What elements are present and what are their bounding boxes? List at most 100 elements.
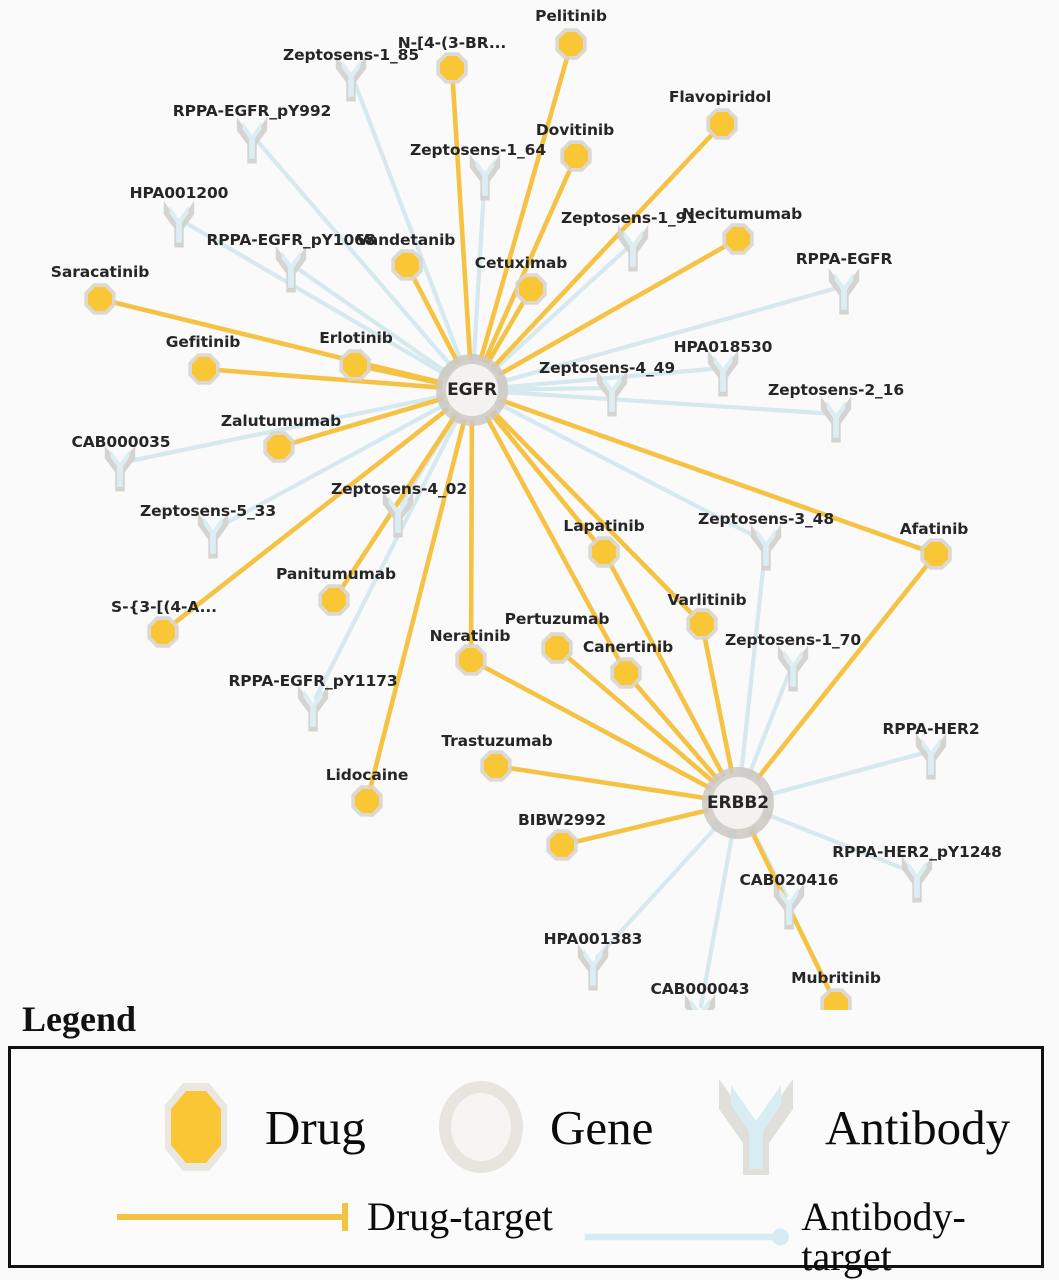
drug-node[interactable]: [920, 538, 952, 570]
antibody-target-edge: [594, 824, 719, 960]
drug-target-edge: [216, 367, 443, 390]
drug-node[interactable]: [686, 608, 718, 640]
antibody-icon: [719, 1079, 793, 1175]
drug-node[interactable]: [339, 349, 371, 381]
drug-target-edge: [496, 243, 728, 378]
antibody-target-edge: [253, 137, 454, 368]
drug-target-edge: [499, 397, 925, 552]
drug-node[interactable]: [84, 283, 116, 315]
antibody-node[interactable]: [163, 200, 195, 248]
antibody-target-edge: [123, 394, 443, 464]
legend-label-antibody: Antibody: [825, 1099, 1011, 1155]
antibody-node[interactable]: [104, 444, 136, 492]
drug-node[interactable]: [722, 223, 754, 255]
gene-node[interactable]: [702, 767, 774, 839]
drug-node[interactable]: [436, 52, 468, 84]
legend-title: Legend: [22, 999, 137, 1039]
drug-target-edge: [485, 299, 527, 366]
legend-item-gene: Gene: [426, 1071, 653, 1183]
antibody-target-edge: [351, 76, 463, 363]
antibody-node[interactable]: [828, 267, 860, 315]
antibody-node[interactable]: [684, 993, 716, 1010]
drug-node[interactable]: [588, 536, 620, 568]
drug-target-edge: [632, 681, 721, 782]
antibody-node[interactable]: [750, 523, 782, 571]
drug-target-edge: [565, 654, 717, 786]
drug-target-edge: [482, 166, 573, 364]
antibody-node[interactable]: [469, 153, 501, 201]
drug-node[interactable]: [351, 785, 383, 817]
drug-icon: [165, 1083, 227, 1171]
drug-node[interactable]: [541, 632, 573, 664]
antibody-node[interactable]: [820, 395, 852, 443]
drug-target-edge: [490, 131, 715, 370]
legend-label-antibody-target: Antibody-target: [801, 1194, 966, 1279]
antibody-node[interactable]: [197, 511, 229, 559]
drug-target-edge: [491, 409, 695, 617]
antibody-target-edge: [293, 265, 448, 374]
drug-node[interactable]: [147, 616, 179, 648]
legend-label-gene: Gene: [550, 1099, 654, 1155]
legend-edges-row: Drug-target Antibody-target: [11, 1197, 1041, 1277]
drug-node[interactable]: [515, 273, 547, 305]
antibody-node[interactable]: [335, 54, 367, 102]
drug-target-edge: [339, 413, 458, 591]
legend-item-drug: Drug: [141, 1071, 366, 1183]
antibody-node[interactable]: [577, 943, 609, 991]
antibody-node[interactable]: [777, 644, 809, 692]
drug-target-edge: [484, 415, 622, 663]
drug-target-edge: [468, 419, 475, 648]
antibody-node[interactable]: [596, 369, 628, 417]
drug-node[interactable]: [480, 750, 512, 782]
antibody-target-edge: [500, 285, 841, 384]
antibody-target-edge: [313, 416, 460, 700]
drug-target-edge: [410, 275, 461, 365]
antibody-target-edge: [493, 244, 631, 371]
antibody-target-edge: [501, 366, 720, 390]
gene-node[interactable]: [436, 354, 508, 426]
drug-node[interactable]: [391, 249, 423, 281]
drug-node[interactable]: [546, 829, 578, 861]
drug-target-edge: [450, 80, 473, 361]
antibody-target-edge: [501, 385, 609, 392]
drug-node[interactable]: [455, 644, 487, 676]
drug-node[interactable]: [318, 584, 350, 616]
antibody-node[interactable]: [915, 732, 947, 780]
legend-item-antibody: Antibody: [701, 1071, 1010, 1183]
drug-target-edge: [481, 664, 713, 791]
drug-target-edge: [290, 396, 444, 446]
legend: Legend Drug Gene: [0, 999, 1059, 1280]
antibody-node[interactable]: [773, 882, 805, 930]
antibody-target-edge: [216, 403, 446, 530]
antibody-node[interactable]: [236, 116, 268, 164]
drug-target-edge: [367, 418, 467, 789]
antibody-target-edge: [739, 545, 768, 774]
antibody-target-edge: [501, 390, 833, 416]
drug-node[interactable]: [188, 353, 220, 385]
antibody-node[interactable]: [707, 349, 739, 397]
drug-node[interactable]: [555, 28, 587, 60]
antibody-node[interactable]: [382, 490, 414, 538]
antibody-node[interactable]: [297, 684, 329, 732]
drug-target-edge: [367, 365, 444, 386]
drug-target-edge: [574, 807, 710, 845]
drug-target-edge: [508, 765, 709, 801]
drug-target-edge: [754, 562, 930, 781]
antibody-target-edge: [471, 175, 487, 361]
drug-node[interactable]: [610, 657, 642, 689]
antibody-node[interactable]: [617, 224, 649, 272]
nodes-layer: [84, 28, 952, 1010]
drug-target-edge: [478, 55, 570, 362]
antibody-node[interactable]: [901, 855, 933, 903]
drug-node[interactable]: [820, 988, 852, 1010]
antibody-target-edge: [182, 219, 447, 376]
drug-target-edge: [702, 636, 735, 775]
drug-target-edge: [608, 562, 726, 778]
network-canvas: [84, 28, 952, 1010]
drug-node[interactable]: [263, 431, 295, 463]
drug-node[interactable]: [560, 140, 592, 172]
legend-box: Drug Gene Antibody: [8, 1046, 1044, 1277]
antibody-node[interactable]: [275, 245, 307, 293]
drug-node[interactable]: [706, 108, 738, 140]
